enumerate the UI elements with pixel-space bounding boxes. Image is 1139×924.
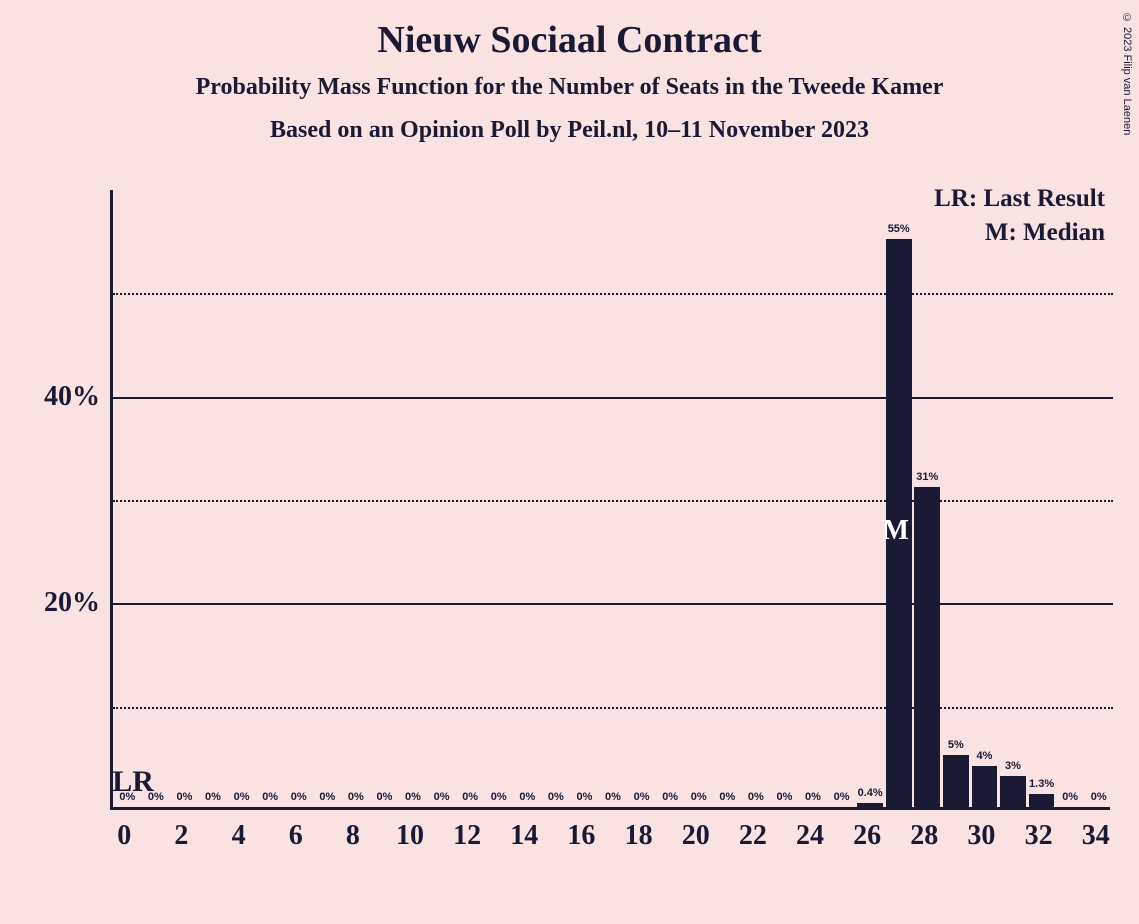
x-axis-label: 6 bbox=[289, 820, 303, 852]
x-axis-label: 12 bbox=[453, 820, 481, 852]
bar-value-label: 0% bbox=[405, 791, 421, 803]
x-axis-label: 34 bbox=[1082, 820, 1110, 852]
x-axis-label: 18 bbox=[625, 820, 653, 852]
gridline bbox=[113, 293, 1113, 295]
bar bbox=[1029, 794, 1055, 807]
bar bbox=[914, 487, 940, 807]
bar-value-label: 0% bbox=[548, 791, 564, 803]
x-axis-label: 8 bbox=[346, 820, 360, 852]
bar-value-label: 0% bbox=[1062, 791, 1078, 803]
bar-value-label: 0% bbox=[176, 791, 192, 803]
bar-value-label: 31% bbox=[916, 471, 938, 483]
bar-value-label: 0% bbox=[434, 791, 450, 803]
bar bbox=[972, 766, 998, 807]
chart-subtitle-2: Based on an Opinion Poll by Peil.nl, 10–… bbox=[0, 117, 1139, 144]
x-axis-label: 16 bbox=[567, 820, 595, 852]
bar-value-label: 0% bbox=[262, 791, 278, 803]
bar-value-label: 0% bbox=[691, 791, 707, 803]
x-axis-label: 4 bbox=[232, 820, 246, 852]
bar-value-label: 0% bbox=[719, 791, 735, 803]
bar-value-label: 0% bbox=[376, 791, 392, 803]
bar-value-label: 3% bbox=[1005, 760, 1021, 772]
bar-value-label: 0% bbox=[319, 791, 335, 803]
gridline bbox=[113, 500, 1113, 502]
bar bbox=[943, 755, 969, 807]
bar-value-label: 55% bbox=[888, 223, 910, 235]
x-axis-label: 20 bbox=[682, 820, 710, 852]
bar-value-label: 0% bbox=[634, 791, 650, 803]
legend-m: M: Median bbox=[934, 219, 1105, 247]
gridline bbox=[113, 397, 1113, 399]
lr-marker: LR bbox=[112, 765, 154, 799]
x-axis-label: 30 bbox=[967, 820, 995, 852]
x-axis-label: 10 bbox=[396, 820, 424, 852]
bar-value-label: 0% bbox=[776, 791, 792, 803]
chart-title: Nieuw Sociaal Contract bbox=[0, 18, 1139, 62]
gridline bbox=[113, 707, 1113, 709]
bar-value-label: 0% bbox=[205, 791, 221, 803]
bar-value-label: 0% bbox=[748, 791, 764, 803]
y-axis-label: 40% bbox=[44, 381, 100, 413]
bar-value-label: 0% bbox=[605, 791, 621, 803]
bar-value-label: 0% bbox=[462, 791, 478, 803]
bar-value-label: 0.4% bbox=[858, 787, 883, 799]
bar-value-label: 1.3% bbox=[1029, 778, 1054, 790]
gridline bbox=[113, 603, 1113, 605]
x-axis-label: 14 bbox=[510, 820, 538, 852]
y-axis-label: 20% bbox=[44, 587, 100, 619]
bar-value-label: 0% bbox=[291, 791, 307, 803]
bar-value-label: 0% bbox=[348, 791, 364, 803]
x-axis-label: 26 bbox=[853, 820, 881, 852]
bar-value-label: 0% bbox=[662, 791, 678, 803]
bar bbox=[857, 803, 883, 807]
copyright-text: © 2023 Filip van Laenen bbox=[1121, 12, 1133, 135]
bar-value-label: 4% bbox=[976, 750, 992, 762]
chart-subtitle-1: Probability Mass Function for the Number… bbox=[0, 74, 1139, 101]
bar-value-label: 0% bbox=[519, 791, 535, 803]
x-axis-label: 32 bbox=[1025, 820, 1053, 852]
bar-value-label: 0% bbox=[805, 791, 821, 803]
bar-value-label: 0% bbox=[491, 791, 507, 803]
median-marker: M bbox=[882, 515, 908, 547]
plot-area: 0% 0% 0% 0% 0% 0% 0% 0% 0% 0% 0% 0% 0% 0% 0% 0% 0% 0% 0% 0%… bbox=[110, 190, 1110, 810]
bar-value-label: 0% bbox=[834, 791, 850, 803]
bar-value-label: 0% bbox=[1091, 791, 1107, 803]
x-axis-label: 28 bbox=[910, 820, 938, 852]
x-axis-label: 22 bbox=[739, 820, 767, 852]
legend: LR: Last Result M: Median bbox=[934, 185, 1105, 253]
x-axis-label: 2 bbox=[174, 820, 188, 852]
bar bbox=[1000, 776, 1026, 807]
x-axis-label: 0 bbox=[117, 820, 131, 852]
bar-value-label: 5% bbox=[948, 739, 964, 751]
chart-area: 0% 0% 0% 0% 0% 0% 0% 0% 0% 0% 0% 0% 0% 0% 0% 0% 0% 0% 0% 0%… bbox=[110, 190, 1110, 810]
bar-value-label: 0% bbox=[576, 791, 592, 803]
bar-value-label: 0% bbox=[234, 791, 250, 803]
legend-lr: LR: Last Result bbox=[934, 185, 1105, 213]
x-axis-label: 24 bbox=[796, 820, 824, 852]
